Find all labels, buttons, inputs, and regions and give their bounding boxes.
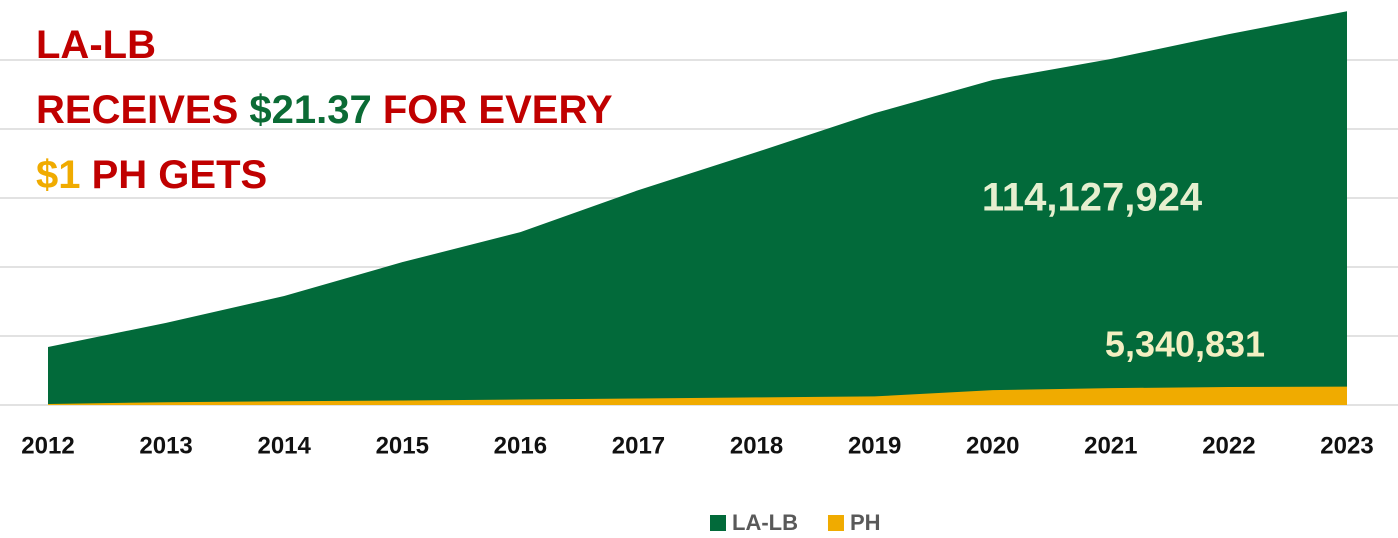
x-tick-label: 2018	[730, 432, 783, 459]
x-tick-label: 2012	[21, 432, 74, 459]
data-label: 5,340,831	[1105, 324, 1265, 365]
title-segment: RECEIVES	[36, 88, 249, 132]
x-tick-label: 2014	[257, 432, 311, 459]
x-tick-label: 2015	[376, 432, 429, 459]
title-line: $1 PH GETS	[36, 153, 267, 197]
title-segment: FOR EVERY	[372, 88, 613, 132]
x-tick-label: 2022	[1202, 432, 1255, 459]
x-tick-label: 2019	[848, 432, 901, 459]
x-tick-label: 2013	[139, 432, 192, 459]
title-segment: PH GETS	[81, 153, 268, 197]
x-tick-label: 2023	[1320, 432, 1373, 459]
data-label: 114,127,924	[982, 176, 1203, 220]
x-tick-label: 2017	[612, 432, 665, 459]
legend-label: PH	[850, 510, 881, 535]
title-segment: $1	[36, 153, 81, 197]
title-segment: LA-LB	[36, 23, 156, 67]
area	[48, 11, 1347, 405]
legend-swatch	[710, 515, 726, 531]
title-line: LA-LB	[36, 23, 156, 67]
x-tick-label: 2016	[494, 432, 547, 459]
x-tick-label: 2021	[1084, 432, 1137, 459]
x-tick-label: 2020	[966, 432, 1019, 459]
title-line: RECEIVES $21.37 FOR EVERY	[36, 88, 613, 132]
legend-label: LA-LB	[732, 510, 798, 535]
area	[48, 386, 1347, 405]
title-segment: $21.37	[249, 88, 371, 132]
legend-swatch	[827, 515, 844, 531]
